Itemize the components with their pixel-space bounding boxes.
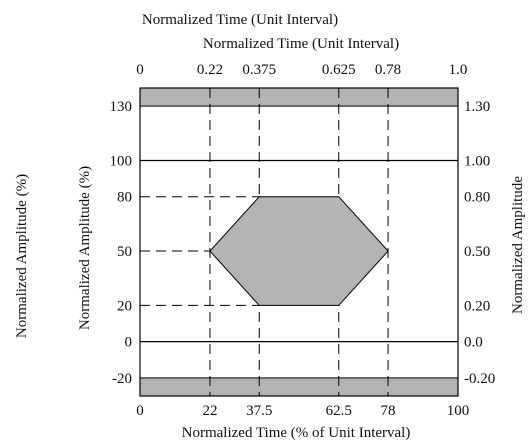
left-tick-label: 80 [117, 190, 132, 206]
top-tick-label: 0.78 [375, 62, 401, 78]
bottom-tick-label: 22 [202, 403, 217, 419]
left-tick-labels: 130 100 80 50 20 0 -20 [110, 99, 133, 387]
right-tick-label: -0.20 [464, 371, 495, 387]
plot-frame [139, 87, 459, 397]
left-tick-label: 100 [110, 153, 133, 169]
bottom-tick-labels: 0 22 37.5 62.5 78 100 [136, 403, 469, 419]
left-axis-title-outer: Normalized Amplitude (%) [14, 174, 30, 338]
left-axis-title: Normalized Amplitude (%) [77, 166, 93, 330]
bottom-tick-label: 62.5 [326, 403, 352, 419]
right-axis-title: Normalized Amplitude [510, 176, 526, 314]
right-tick-labels: 1.30 1.00 0.80 0.50 0.20 0.0 -0.20 [464, 99, 495, 387]
bottom-tick-label: 100 [447, 403, 470, 419]
bottom-axis-title: Normalized Time (% of Unit Interval) [182, 425, 411, 441]
upper-mask-region [139, 87, 459, 107]
right-tick-label: 0.80 [464, 190, 490, 206]
left-tick-label: 130 [110, 99, 133, 115]
right-tick-label: 1.30 [464, 99, 490, 115]
bottom-tick-label: 0 [136, 403, 144, 419]
top-tick-label: 0.375 [242, 62, 276, 78]
top-tick-label: 0.625 [322, 62, 356, 78]
right-tick-label: 0.50 [464, 244, 490, 260]
eye-opening-polygon [209, 196, 389, 306]
right-tick-label: 1.00 [464, 153, 490, 169]
left-tick-label: 0 [125, 335, 133, 351]
top-tick-labels: 0 0.22 0.375 0.625 0.78 1.0 [136, 62, 467, 78]
lower-mask-region [139, 377, 459, 397]
left-tick-label: 50 [117, 244, 132, 260]
left-tick-label: 20 [117, 298, 132, 314]
bottom-tick-label: 78 [381, 403, 396, 419]
right-tick-label: 0.0 [464, 335, 483, 351]
bottom-tick-label: 37.5 [246, 403, 272, 419]
top-axis-title-outer: Normalized Time (Unit Interval) [142, 12, 338, 28]
left-tick-label: -20 [112, 371, 132, 387]
right-tick-label: 0.20 [464, 298, 490, 314]
top-tick-label: 1.0 [449, 62, 468, 78]
top-axis-title-inner: Normalized Time (Unit Interval) [203, 36, 399, 52]
plot-area [139, 87, 459, 397]
top-tick-label: 0 [136, 62, 144, 78]
top-tick-label: 0.22 [197, 62, 223, 78]
